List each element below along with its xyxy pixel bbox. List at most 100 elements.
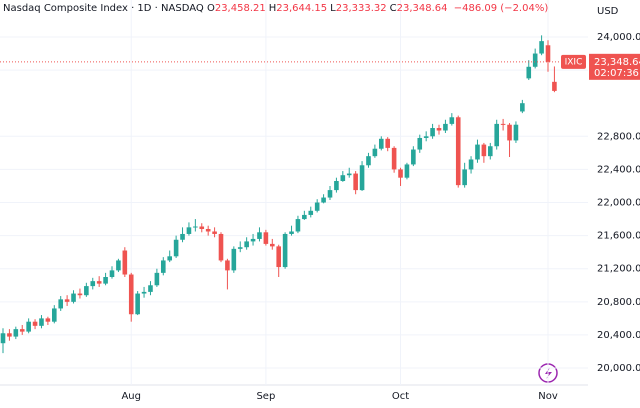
ohlc-value: 23,458.21 xyxy=(214,3,266,14)
candle-body xyxy=(116,260,121,271)
candle-body xyxy=(314,202,320,211)
candle-body xyxy=(212,231,217,234)
candle-body xyxy=(109,270,115,277)
grid xyxy=(0,0,588,385)
candle-body xyxy=(545,45,551,62)
candle-body xyxy=(455,117,461,186)
candle-body xyxy=(45,318,51,322)
candle-body xyxy=(250,238,256,242)
ticker-tag xyxy=(561,54,586,69)
candle-body xyxy=(218,233,224,261)
x-tick-label: Sep xyxy=(256,391,275,402)
candle-body xyxy=(148,285,153,292)
y-tick-label: 24,000.00 xyxy=(597,32,640,43)
candle-body xyxy=(334,180,339,191)
symbol: Nasdaq Composite Index · 1D · NASDAQ xyxy=(3,3,204,14)
candle-body xyxy=(19,329,25,332)
candle-body xyxy=(257,232,262,239)
candle-body xyxy=(71,293,76,302)
candle-body xyxy=(58,299,64,309)
candle-body xyxy=(507,124,512,141)
candle-body xyxy=(135,293,140,315)
candle-body xyxy=(154,272,160,286)
candle-body xyxy=(385,138,391,148)
x-tick-label: Aug xyxy=(121,391,141,402)
candle-body xyxy=(160,260,166,273)
candle-body xyxy=(417,137,423,150)
candle-body xyxy=(391,147,397,170)
candle-body xyxy=(500,123,506,125)
candle-body xyxy=(51,308,57,322)
candle-body xyxy=(302,214,307,220)
candle-body xyxy=(173,239,179,257)
candle-body xyxy=(237,247,243,249)
candle-body xyxy=(0,333,6,344)
candle-body xyxy=(411,149,416,165)
y-tick-label: 20,800.00 xyxy=(597,297,640,308)
candle-body xyxy=(346,173,352,176)
candle-body xyxy=(475,144,480,160)
candle-body xyxy=(443,123,448,131)
candle-body xyxy=(398,169,403,178)
candle-body xyxy=(494,123,500,147)
candle-body xyxy=(64,299,70,302)
candle-body xyxy=(276,246,282,268)
candle-body xyxy=(462,169,467,186)
candle-body xyxy=(122,250,128,275)
candle-body xyxy=(77,293,83,296)
candle-body xyxy=(282,233,288,268)
y-tick-label: 22,800.00 xyxy=(597,131,640,142)
y-tick-label: 21,600.00 xyxy=(597,231,640,242)
ohlc-value: 23,348.64 xyxy=(396,3,448,14)
x-tick-label: Oct xyxy=(392,391,409,402)
candle-body xyxy=(263,232,269,244)
candle-body xyxy=(180,233,185,240)
candle-body xyxy=(205,228,211,232)
candle-body xyxy=(378,138,384,149)
candle-body xyxy=(39,318,44,326)
candle-body xyxy=(321,197,326,203)
currency-label: USD xyxy=(597,6,619,17)
y-tick-label: 22,000.00 xyxy=(597,198,640,209)
candle-body xyxy=(308,210,314,215)
candle-body xyxy=(327,190,333,198)
candle-body xyxy=(353,173,358,191)
candle-body xyxy=(552,81,557,91)
ohlc-value: 23,333.32 xyxy=(335,3,387,14)
candle-body xyxy=(103,276,108,284)
candle-body xyxy=(90,281,96,287)
ohlc-key: C xyxy=(389,3,397,14)
y-tick-label: 20,000.00 xyxy=(597,363,640,374)
ohlc: O23,458.21 H23,644.15 L23,333.32 C23,348.64 xyxy=(207,3,451,14)
candle-body xyxy=(26,321,31,332)
candle-body xyxy=(128,274,134,315)
candle-body xyxy=(193,226,198,228)
change: −486.09 (−2.04%) xyxy=(453,3,549,14)
candle-body xyxy=(289,231,294,234)
candle-body xyxy=(366,156,371,166)
candle-body xyxy=(372,148,378,157)
ohlc-value: 23,644.15 xyxy=(276,3,328,14)
candle-body xyxy=(436,128,442,131)
candle-body xyxy=(487,146,493,157)
candle-body xyxy=(532,53,538,67)
header: Nasdaq Composite Index · 1D · NASDAQ O23… xyxy=(3,3,551,14)
candle-body xyxy=(430,128,435,137)
y-tick-label: 21,200.00 xyxy=(597,264,640,275)
y-tick-label: 22,400.00 xyxy=(597,164,640,175)
candle-body xyxy=(404,164,410,178)
y-tick-label: 20,400.00 xyxy=(597,330,640,341)
candle-body xyxy=(199,226,205,229)
price-value: 23,348.64 xyxy=(594,57,640,68)
ticker: IXIC xyxy=(565,57,583,67)
candle-body xyxy=(231,248,237,271)
candle-body xyxy=(13,329,19,337)
candle-body xyxy=(340,175,346,181)
candle-body xyxy=(141,291,147,294)
candle-body xyxy=(7,333,12,337)
candle-body xyxy=(481,144,487,157)
candle-body xyxy=(520,103,525,112)
countdown: 02:07:36 xyxy=(594,68,639,79)
